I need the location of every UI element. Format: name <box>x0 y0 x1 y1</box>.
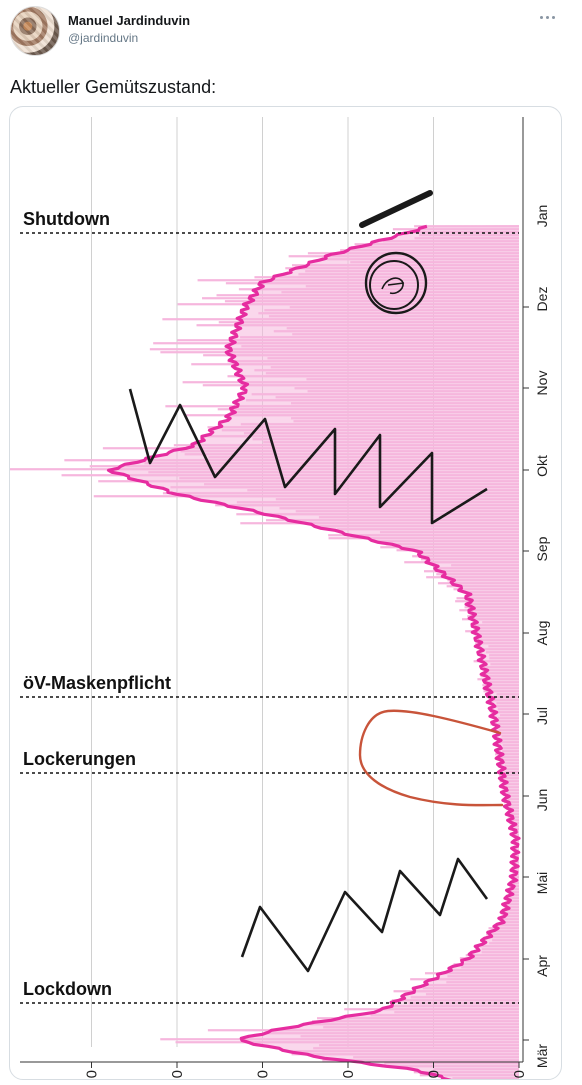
month-label: Mär <box>534 1044 550 1068</box>
more-options-icon[interactable] <box>539 10 555 26</box>
series-area <box>108 225 519 1079</box>
month-label: Jan <box>534 205 550 228</box>
x-tick-label: 250 <box>84 1070 101 1079</box>
month-label: Aug <box>534 621 550 646</box>
month-label: Jul <box>534 707 550 725</box>
month-label: Mai <box>534 872 550 895</box>
month-label: Okt <box>534 455 550 477</box>
x-tick-label: 100 <box>340 1070 357 1079</box>
tweet-text: Aktueller Gemütszustand: <box>10 77 217 97</box>
annotations: Shutdown öV-Maskenpflicht Lockerungen Lockd… <box>20 209 519 1004</box>
month-label: Apr <box>534 955 550 977</box>
series-line <box>106 224 521 1079</box>
annotation-label: Shutdown <box>23 209 110 229</box>
chart-svg: 250 200 150 100 50 0 Jan Dez Nov Okt Sep Aug Jul Jun M… <box>10 117 550 1079</box>
chart-image[interactable]: 250 200 150 100 50 0 Jan Dez Nov Okt Sep Aug Jul Jun M… <box>9 106 562 1080</box>
author-handle[interactable]: @jardinduvin <box>68 31 139 45</box>
lower-teeth-doodle <box>240 857 489 973</box>
eye-doodle <box>364 251 428 315</box>
series-line-path <box>106 224 521 1079</box>
pupil-doodle <box>381 277 405 295</box>
avatar-icon[interactable] <box>10 6 60 56</box>
face-doodle <box>128 190 504 973</box>
eyebrow-doodle <box>359 190 433 228</box>
month-label: Jun <box>534 789 550 812</box>
x-tick-label: 150 <box>255 1070 272 1079</box>
x-tick-label: 200 <box>169 1070 186 1079</box>
annotation-label: Lockerungen <box>23 749 136 769</box>
month-label: Nov <box>534 371 550 396</box>
author-name[interactable]: Manuel Jardinduvin <box>68 13 191 28</box>
series-area-fill <box>108 225 519 1079</box>
tweet-header: Manuel Jardinduvin @jardinduvin <box>0 0 582 70</box>
month-label: Dez <box>534 287 550 312</box>
eye-inner-doodle <box>369 260 419 310</box>
upper-teeth-doodle <box>128 388 488 525</box>
x-tick-label: 0 <box>511 1070 528 1078</box>
tongue-doodle <box>358 709 504 807</box>
x-tick-label: 50 <box>426 1070 443 1079</box>
annotation-label: öV-Maskenpflicht <box>23 673 171 693</box>
annotation-label: Lockdown <box>23 979 112 999</box>
axes: 250 200 150 100 50 0 Jan Dez Nov Okt Sep Aug Jul Jun M… <box>20 117 550 1079</box>
month-label: Sep <box>534 536 550 561</box>
